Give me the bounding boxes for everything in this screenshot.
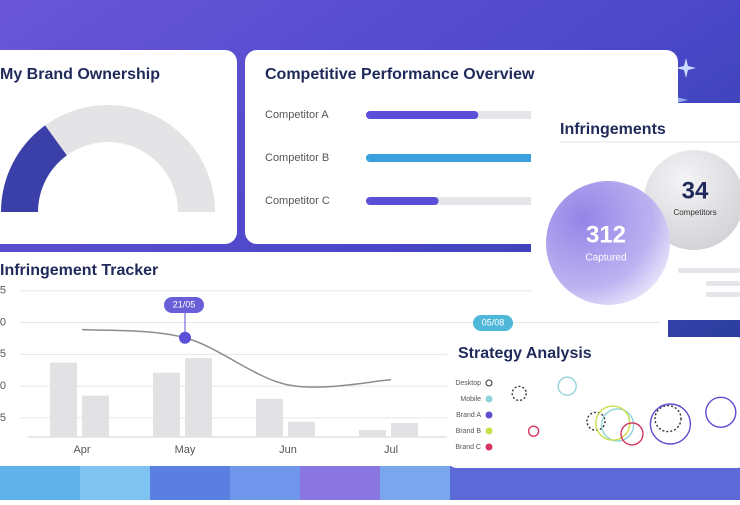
legend-marker (485, 443, 493, 451)
bubble (546, 181, 670, 305)
gauge (1, 105, 215, 212)
bubble-value: 312 (586, 221, 626, 248)
bar (288, 421, 315, 437)
y-tick-label: 25 (0, 285, 6, 297)
bar (366, 111, 479, 119)
placeholder-line (706, 281, 740, 286)
legend-label: Brand A (456, 412, 481, 419)
sparkle (676, 58, 696, 78)
legend-marker (485, 411, 493, 419)
bubbles: 312 Captured 34 Competitors (546, 150, 740, 305)
annotation-pill (473, 315, 513, 331)
x-tick-label: Jul (384, 444, 398, 456)
bubble-label: Captured (585, 253, 626, 264)
card-title: Infringements (560, 121, 666, 138)
x-tick-label: May (175, 444, 196, 456)
bubble (644, 150, 740, 250)
bar (50, 362, 77, 437)
bar (366, 154, 535, 162)
annotation-text: 21/05 (173, 299, 196, 309)
strip-block (450, 462, 740, 500)
card-title: My Brand Ownership (0, 66, 160, 83)
bubble (600, 408, 635, 442)
legend-marker (485, 395, 493, 403)
x-tick-label: Apr (73, 444, 90, 456)
bubble (511, 385, 527, 402)
annotation-text: 05/08 (482, 317, 505, 327)
x-tick-label: Jun (279, 444, 297, 456)
legend-marker (485, 379, 493, 387)
bubble (620, 422, 644, 446)
gauge-track (1, 105, 215, 212)
bottom-strip (0, 462, 740, 500)
bubble (557, 376, 577, 396)
bubble (527, 425, 540, 437)
legend-label: Desktop (455, 380, 481, 387)
tracker-chart: 25 20 15 10 5 Apr May Jun Jul 21/05 05/08 (0, 285, 660, 456)
card-title: Strategy Analysis (458, 345, 592, 362)
placeholder-line (706, 292, 740, 297)
bubble (586, 411, 606, 431)
card-title: Competitive Performance Overview (265, 66, 535, 83)
legend-label: Mobile (460, 396, 481, 403)
bar-label: Competitor A (265, 109, 329, 121)
legend-label: Brand C (455, 444, 481, 451)
strip-block (80, 462, 150, 500)
strip-block (0, 462, 80, 500)
card (447, 337, 740, 468)
y-tick-label: 15 (0, 348, 6, 360)
strip-block (300, 462, 380, 500)
strip-block (150, 462, 230, 500)
bar (185, 358, 212, 437)
gauge-value (1, 125, 67, 212)
bubble-value: 34 (682, 177, 709, 204)
bar (82, 395, 109, 437)
bar (359, 430, 386, 437)
y-tick-label: 5 (0, 412, 6, 424)
y-tick-label: 20 (0, 316, 6, 328)
bubble (705, 396, 737, 428)
bubble (654, 404, 682, 433)
card-title: Infringement Tracker (0, 262, 158, 279)
bar (153, 372, 180, 437)
bubble (649, 403, 692, 445)
legend-label: Brand B (456, 428, 482, 435)
strip-block (380, 462, 450, 500)
bar (256, 398, 283, 437)
line (81, 328, 392, 388)
bar (366, 197, 439, 205)
bar (391, 423, 418, 437)
y-tick-label: 10 (0, 380, 6, 392)
annotation-pill (164, 297, 204, 313)
bar-label: Competitor B (265, 152, 329, 164)
placeholder-line (678, 268, 740, 273)
strip-block (230, 462, 300, 500)
bar-label: Competitor C (265, 195, 330, 207)
legend-marker (485, 427, 493, 435)
bubble-label: Competitors (673, 208, 716, 217)
scatter-chart: Desktop Mobile Brand A Brand B Brand C (455, 376, 737, 451)
